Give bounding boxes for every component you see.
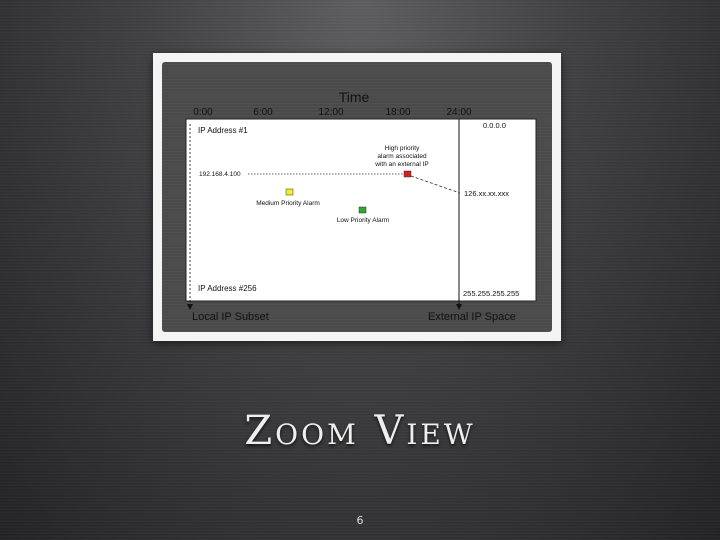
local-ip-subset-label: Local IP Subset bbox=[192, 311, 269, 323]
time-axis-label: Time bbox=[339, 89, 370, 105]
external-ip-mid: 126.xx.xx.xxx bbox=[464, 189, 509, 198]
time-tick-12: 12:00 bbox=[318, 107, 343, 118]
high-alarm-line1: High priority bbox=[385, 145, 420, 152]
image-frame: Time 0:00 6:00 12:00 18:00 24:00 IP Addr… bbox=[153, 53, 561, 341]
ip-address-last: IP Address #256 bbox=[198, 284, 257, 293]
external-ip-top: 0.0.0.0 bbox=[483, 121, 506, 130]
slide-title: Zoom View bbox=[244, 408, 476, 454]
ip-address-first: IP Address #1 bbox=[198, 126, 248, 135]
high-alarm-link-line bbox=[410, 175, 461, 194]
external-ip-bottom: 255.255.255.255 bbox=[463, 289, 519, 298]
local-arrow-head bbox=[187, 304, 193, 310]
high-alarm-line2: alarm associated bbox=[377, 153, 427, 160]
external-arrow-head bbox=[456, 304, 462, 310]
page-number: 6 bbox=[356, 514, 364, 527]
high-priority-alarm-marker bbox=[403, 170, 412, 178]
external-ip-space-label: External IP Space bbox=[428, 311, 516, 323]
time-tick-18: 18:00 bbox=[385, 107, 410, 118]
low-priority-alarm-marker bbox=[358, 206, 367, 214]
low-alarm-label: Low Priority Alarm bbox=[337, 217, 389, 224]
medium-alarm-label: Medium Priority Alarm bbox=[256, 200, 320, 207]
local-ip-label: 192.168.4.100 bbox=[199, 171, 241, 178]
time-tick-0: 0:00 bbox=[193, 107, 213, 118]
diagram-panel: Time 0:00 6:00 12:00 18:00 24:00 IP Addr… bbox=[162, 62, 552, 332]
zoom-view-diagram: Time 0:00 6:00 12:00 18:00 24:00 IP Addr… bbox=[185, 89, 537, 323]
time-tick-24: 24:00 bbox=[446, 107, 471, 118]
medium-priority-alarm-marker bbox=[285, 188, 294, 196]
time-tick-6: 6:00 bbox=[253, 107, 273, 118]
high-alarm-line3: with an external IP bbox=[374, 161, 428, 168]
